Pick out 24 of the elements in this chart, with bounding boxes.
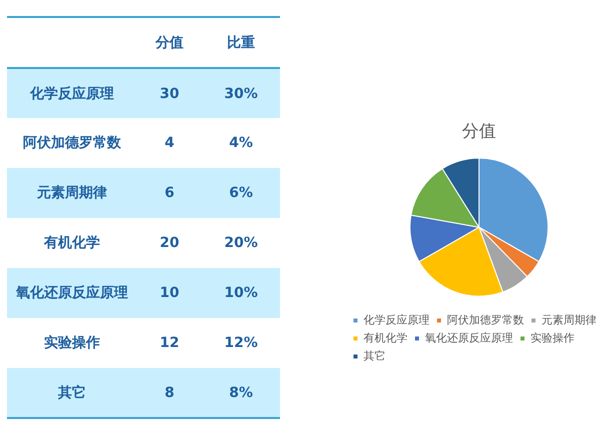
data-label: 30 bbox=[158, 84, 180, 104]
data-label: 12 bbox=[158, 334, 180, 353]
legend-label: 氧化还原反应原理 bbox=[425, 331, 513, 344]
data-label: 10 bbox=[158, 284, 180, 303]
legend-label: 其它 bbox=[364, 349, 386, 362]
category-label: 实验操作 bbox=[43, 334, 101, 353]
data-label: 8 bbox=[164, 384, 176, 402]
row-shading: 其它 8 8% bbox=[7, 368, 280, 418]
legend-label: 化学反应原理 bbox=[364, 313, 430, 326]
legend-label: 实验操作 bbox=[530, 331, 574, 344]
category-label: 其它 bbox=[57, 384, 87, 402]
legend-label: 阿伏加德罗常数 bbox=[447, 313, 524, 326]
category-label: 阿伏加德罗常数 bbox=[22, 134, 122, 153]
legend-label: 有机化学 bbox=[364, 331, 408, 344]
data-label: 20 bbox=[158, 234, 180, 253]
category-label: 氧化还原反应原理 bbox=[14, 284, 129, 303]
legend-label: 元素周期律 bbox=[542, 313, 596, 326]
data-label: 6 bbox=[164, 184, 176, 203]
category-label: 有机化学 bbox=[42, 234, 101, 253]
series-label: 分值 bbox=[154, 34, 185, 52]
data-label: 4 bbox=[164, 134, 176, 153]
category-label: 化学反应原理 bbox=[28, 84, 115, 104]
category-label: 元素周期律 bbox=[36, 184, 108, 203]
chart-title: 分值 bbox=[462, 122, 496, 142]
